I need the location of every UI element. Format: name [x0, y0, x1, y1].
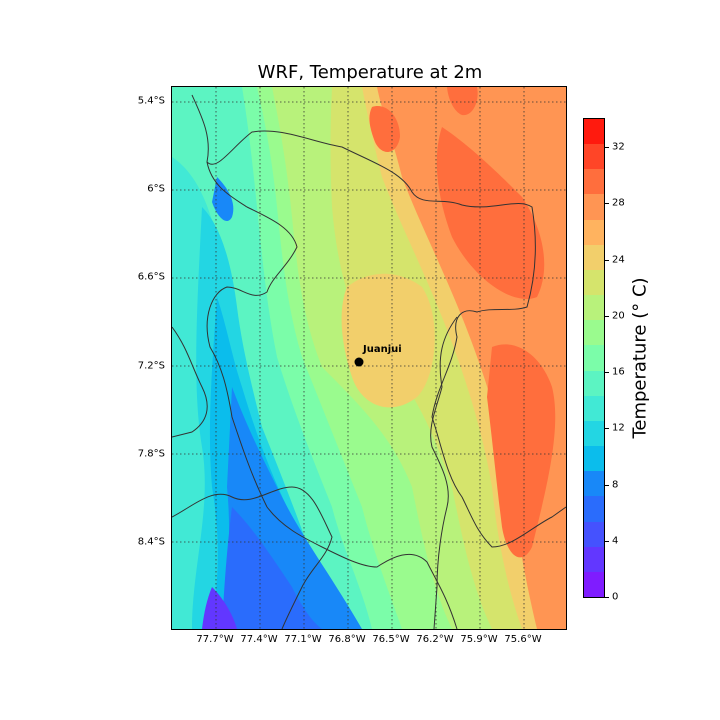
colorbar-tick-label: 12 [612, 422, 625, 434]
colorbar-segment [584, 370, 604, 396]
city-marker-dot[interactable] [354, 357, 364, 367]
temperature-band-hot-5 [447, 87, 478, 116]
colorbar-segment [584, 546, 604, 572]
border-line-4 [172, 486, 333, 629]
lon-tick-label: 75.9°W [460, 634, 498, 645]
colorbar-segment [584, 319, 604, 346]
lon-tick-label: 76.2°W [416, 634, 454, 645]
colorbar-segment [584, 344, 604, 371]
colorbar-segment [584, 571, 604, 597]
colorbar-tick-label: 28 [612, 197, 625, 209]
colorbar-tick [605, 597, 609, 598]
colorbar-tick-label: 20 [612, 310, 625, 322]
colorbar-tick [605, 203, 609, 205]
colorbar-segment [584, 395, 604, 421]
colorbar-tick [605, 372, 609, 374]
colorbar-segment [584, 470, 604, 497]
colorbar-segment [584, 521, 604, 547]
colorbar-segment [584, 168, 604, 195]
border-line-1 [191, 94, 566, 548]
city-marker-label: Juanjui [362, 344, 402, 355]
map-title: WRF, Temperature at 2m [257, 62, 483, 83]
colorbar-tick [605, 484, 609, 486]
temperature-band-hot-2 [436, 127, 545, 299]
colorbar-tick-label: 0 [612, 591, 619, 603]
lat-tick-label: 5.4°S [137, 95, 165, 107]
colorbar-label: Temperature (° C) [629, 277, 651, 439]
border-line-3 [172, 326, 208, 438]
colorbar-segment [584, 219, 604, 245]
colorbar-segment [584, 244, 604, 270]
lat-tick-label: 7.8°S [137, 448, 165, 460]
colorbar-tick-label: 16 [612, 366, 625, 378]
map-frame: Juanjui [171, 86, 567, 630]
lon-tick-label: 77.7°W [196, 634, 234, 645]
colorbar-segment [584, 193, 604, 220]
colorbar-tick-label: 8 [612, 479, 619, 491]
colorbar-segment [584, 269, 604, 296]
colorbar-tick-label: 32 [612, 141, 625, 153]
temperature-band-cold-nw [212, 177, 234, 222]
temperature-map: Juanjui [172, 87, 566, 629]
temperature-band-coldest [202, 587, 237, 629]
colorbar-segment [584, 420, 604, 447]
lon-tick-label: 75.6°W [504, 634, 542, 645]
colorbar-tick [605, 259, 609, 261]
colorbar-tick [605, 315, 609, 317]
lat-tick-label: 7.2°S [137, 360, 165, 372]
colorbar-segment [584, 143, 604, 170]
colorbar-tick [605, 540, 609, 542]
lon-tick-label: 77.1°W [284, 634, 322, 645]
temperature-band-hot-4 [369, 106, 400, 153]
border-line-5 [430, 316, 458, 629]
lon-tick-label: 76.5°W [372, 634, 410, 645]
colorbar-segment [584, 119, 604, 145]
lat-tick-label: 8.4°S [137, 536, 165, 548]
colorbar-segment [584, 495, 604, 522]
border-line-2 [206, 161, 458, 629]
colorbar [583, 118, 605, 598]
colorbar-segment [584, 445, 604, 472]
lon-tick-label: 76.8°W [328, 634, 366, 645]
gridlines [172, 87, 566, 629]
temperature-band-cold-2 [222, 507, 322, 629]
colorbar-segment [584, 294, 604, 321]
temperature-band-warm-4 [341, 273, 435, 408]
lat-tick-label: 6°S [147, 183, 165, 195]
lat-tick-label: 6.6°S [137, 271, 165, 283]
temperature-band-hot-3 [487, 344, 556, 558]
colorbar-tick [605, 147, 609, 149]
lon-tick-label: 77.4°W [240, 634, 278, 645]
colorbar-tick [605, 428, 609, 430]
colorbar-tick-label: 4 [612, 535, 619, 547]
colorbar-tick-label: 24 [612, 254, 625, 266]
